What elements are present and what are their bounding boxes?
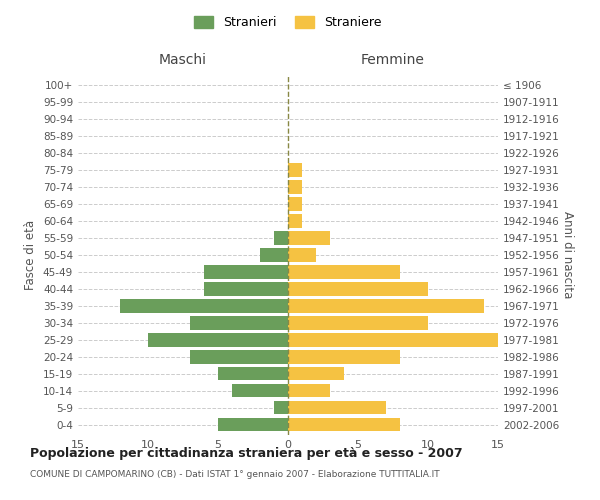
Bar [148,334,288,346]
Bar [274,232,288,244]
Text: COMUNE DI CAMPOMARINO (CB) - Dati ISTAT 1° gennaio 2007 - Elaborazione TUTTITALI: COMUNE DI CAMPOMARINO (CB) - Dati ISTAT … [30,470,440,479]
Bar [232,384,288,398]
Bar [288,418,400,432]
Bar [218,418,288,432]
Bar [288,232,330,244]
Bar [288,266,400,278]
Bar [288,350,400,364]
Bar [218,367,288,380]
Bar [288,248,316,262]
Bar [204,282,288,296]
Bar [260,248,288,262]
Bar [288,367,344,380]
Y-axis label: Anni di nascita: Anni di nascita [560,212,574,298]
Bar [288,282,428,296]
Bar [204,266,288,278]
Bar [288,401,386,414]
Y-axis label: Fasce di età: Fasce di età [25,220,37,290]
Bar [288,316,428,330]
Bar [288,164,302,176]
Bar [288,384,330,398]
Bar [288,214,302,228]
Legend: Stranieri, Straniere: Stranieri, Straniere [190,11,386,34]
Text: Popolazione per cittadinanza straniera per età e sesso - 2007: Popolazione per cittadinanza straniera p… [30,448,463,460]
Bar [288,180,302,194]
Bar [190,316,288,330]
Bar [120,300,288,312]
Bar [190,350,288,364]
Bar [288,334,498,346]
Text: Maschi: Maschi [159,52,207,66]
Bar [288,300,484,312]
Bar [288,198,302,210]
Bar [274,401,288,414]
Text: Femmine: Femmine [361,52,425,66]
